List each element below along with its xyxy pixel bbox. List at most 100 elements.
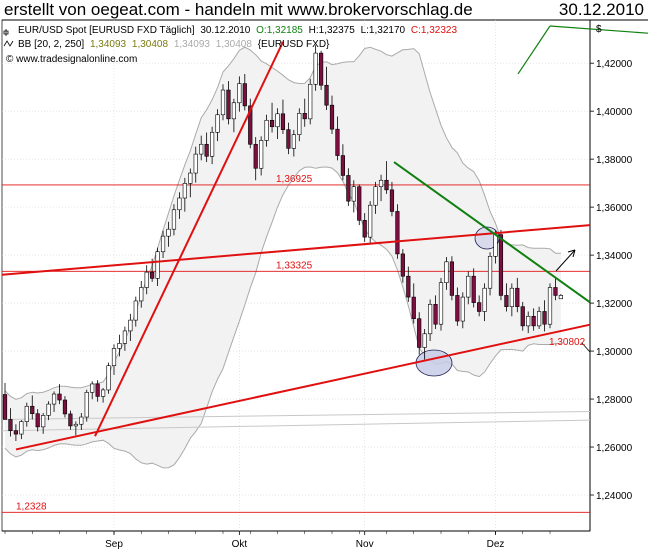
candle-body [324,84,329,106]
candle-body [8,419,13,432]
candle-body [122,330,127,344]
candle-body [139,287,144,302]
candle-body [520,306,525,327]
candle-body [117,343,122,349]
y-tick-label: 1,34000 [596,251,633,262]
candle-body [406,275,411,298]
candle-body [57,393,62,401]
candle-body [384,179,389,191]
candle-body [160,235,166,253]
candle-body [493,234,498,257]
legend-bb-v2: 1,30408 [132,39,169,50]
y-tick-label: 1,26000 [596,443,633,454]
candle-body [73,423,78,427]
legend-bb-v1: 1,34093 [90,39,127,50]
candle-body [329,104,335,130]
candle-body [547,287,553,325]
candle-body [313,52,318,85]
candle-body [177,197,182,211]
candle-body [204,143,209,157]
candle-body [357,186,362,221]
legend-close: C:1,32323 [411,25,458,36]
candle-body [193,153,198,174]
candle-body [144,271,149,288]
horizontal-level-label: 1,36925 [276,174,313,185]
legend-bb-symbol: {EURUSD FXD} [258,39,330,50]
candle-body [264,119,269,141]
candle-body [515,287,520,307]
candle-body [133,300,138,321]
candle-body [111,348,117,367]
candle-body [427,303,433,335]
candle-body [455,295,460,322]
trendline-marker [581,342,591,353]
candle-body [19,421,24,435]
level-labels: 1,36925 1,33325 1,2328 1,30802 [16,174,586,512]
candle-body [30,405,35,414]
candle-body [487,256,493,289]
x-tick-label: Dez [487,539,505,550]
candle-body [477,302,482,312]
moving-average-250 [1,411,591,432]
bollinger-fill [5,47,561,468]
legend-date: 30.12.2010 [200,25,250,36]
low-highlight-ellipse [415,349,453,377]
legend-bb-name: BB [20, 2, 250] [18,39,84,50]
candle-body [84,392,89,418]
candle-body [226,89,231,120]
legend-low: L:1,32170 [361,25,406,36]
candle-body [378,179,384,188]
candle-body [471,275,476,303]
candle-body [389,189,395,212]
candle-body [101,389,106,397]
y-tick-label: 1,32000 [596,299,633,310]
candle-body [373,186,378,206]
bollinger-lower [4,166,561,469]
candle-body [482,287,487,312]
candle-body [422,333,427,348]
candle-body [460,296,465,322]
candle-body [340,155,346,176]
chart-title: erstellt von oegeat.com - handeln mit ww… [4,0,473,19]
candle-body [302,113,307,120]
y-tick-label: 1,24000 [596,491,633,502]
plot-frame [1,19,591,532]
horizontal-level-label: 1,2328 [16,501,47,512]
y-tick-label: 1,28000 [596,395,633,406]
y-tick-label: 1,42000 [596,59,633,70]
candle-body [531,315,536,327]
candle-body [536,311,542,327]
candle-body [411,296,416,319]
candle-body [526,315,531,327]
svg-text:EUR/USD Spot [EURUSD FXD Tägl: EUR/USD Spot [EURUSD FXD Täglich] 30.12.… [18,25,457,36]
candle-body [35,413,40,428]
candles [2,45,563,442]
candle-body [182,183,187,199]
candle-legend-icon [3,29,9,36]
legend-open: O:1,32185 [256,25,303,36]
candle-body [318,52,324,86]
ma-lower-line [1,419,591,432]
svg-text:BB [20, 2, 250] 1,34093: BB [20, 2, 250] 1,34093 1,30408 1,34093 … [18,39,330,50]
candle-body [433,303,438,325]
candle-body [128,319,133,332]
candle-body [498,234,504,296]
x-tick-label: Nov [356,539,374,550]
top-green-line-extension [549,25,649,34]
downtrend-line [393,161,591,304]
y-tick-label: 1,36000 [596,203,633,214]
candle-body [171,209,177,230]
candle-body [346,175,351,202]
candle-body [79,416,84,425]
candle-body [242,83,247,107]
candle-body [444,261,449,283]
horizontal-level-label: 1,33325 [276,260,313,271]
candle-body [275,113,280,128]
candle-body [335,128,340,156]
candle-body [368,204,373,238]
candle-body [220,89,226,116]
candle-body [68,413,73,427]
top-green-line [517,25,551,75]
candle-body [215,114,220,133]
